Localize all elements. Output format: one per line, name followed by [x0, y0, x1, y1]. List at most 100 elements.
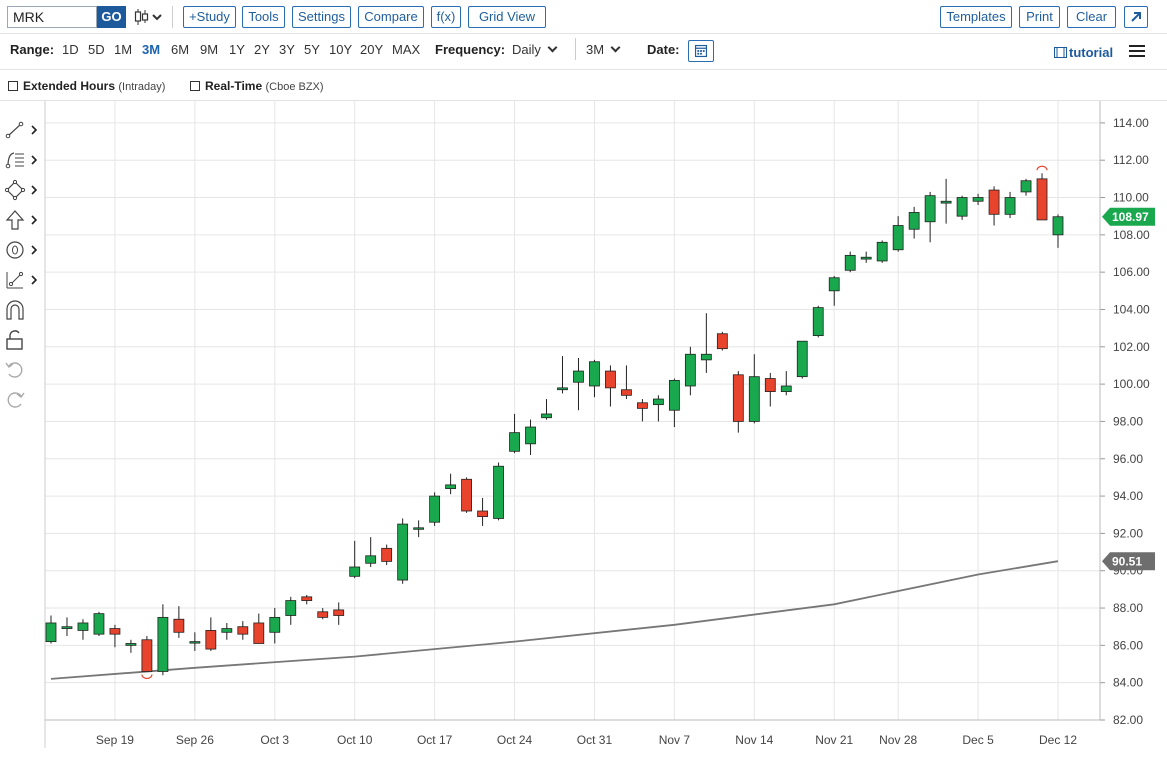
ma-badge-shape [1102, 552, 1155, 571]
candle [621, 365, 632, 400]
candle-body-up [365, 555, 377, 564]
range-bar: Range: 1D 5D 1M 3M 6M 9M 1Y 2Y 3Y 5Y 10Y… [0, 34, 1167, 70]
range-1d[interactable]: 1D [62, 42, 79, 57]
candle-body-up [940, 200, 952, 204]
candle-body-up [860, 256, 872, 260]
expand-arrow-icon [1131, 12, 1141, 22]
magnet-icon[interactable] [4, 299, 40, 321]
templates-button[interactable]: Templates [940, 6, 1012, 28]
clear-button[interactable]: Clear [1067, 6, 1116, 28]
hamburger-menu-icon[interactable] [1129, 44, 1145, 58]
candle-body-down [333, 609, 345, 616]
frequency-dropdown[interactable]: Daily [512, 42, 558, 57]
annotation-tool-icon[interactable] [4, 239, 40, 261]
range-5d[interactable]: 5D [88, 42, 105, 57]
extended-hours-checkbox[interactable]: Extended Hours (Intraday) [8, 79, 165, 93]
candle [93, 611, 105, 637]
main-toolbar: GO +Study Tools Settings Compare f(x) Gr… [0, 0, 1167, 34]
x-tick-label: Sep 19 [96, 733, 134, 747]
candle-body-down [237, 626, 249, 635]
tools-button[interactable]: Tools [242, 6, 285, 28]
range-6m[interactable]: 6M [171, 42, 190, 57]
range-2y[interactable]: 2Y [254, 42, 270, 57]
candle-body-up [844, 254, 856, 271]
redo-icon[interactable] [4, 389, 40, 411]
range-3m[interactable]: 3M [142, 42, 161, 57]
candle [141, 636, 153, 680]
candle-body-down [716, 333, 728, 350]
range-20y[interactable]: 20Y [360, 42, 384, 57]
price-chart[interactable]: 82.0084.0086.0088.0090.0092.0094.0096.00… [0, 101, 1167, 778]
fx-button[interactable]: f(x) [431, 6, 461, 28]
y-tick-label: 94.00 [1113, 489, 1143, 503]
candle-body-up [125, 643, 137, 646]
undo-icon[interactable] [4, 359, 40, 381]
candle [317, 608, 329, 620]
line-tool-icon[interactable] [4, 119, 40, 141]
lock-icon[interactable] [4, 329, 40, 351]
candle-body-up [269, 616, 281, 633]
compare-button[interactable]: Compare [358, 6, 424, 28]
print-button[interactable]: Print [1019, 6, 1060, 28]
grid-view-button[interactable]: Grid View [468, 6, 546, 28]
range-1m[interactable]: 1M [114, 42, 133, 57]
realtime-label: Real-Time [205, 79, 263, 93]
range-1y[interactable]: 1Y [229, 42, 245, 57]
range-max[interactable]: MAX [392, 42, 421, 57]
candle [573, 357, 584, 411]
options-bar: Extended Hours (Intraday) Real-Time (Cbo… [0, 70, 1167, 101]
go-button[interactable]: GO [97, 6, 126, 28]
low-marker [141, 674, 153, 680]
extended-hours-label: Extended Hours [23, 79, 116, 93]
extended-hours-sub: (Intraday) [118, 81, 166, 93]
y-tick-label: 98.00 [1113, 414, 1143, 428]
candle [796, 340, 808, 379]
calendar-icon[interactable] [688, 40, 714, 62]
candlestick-type-icon[interactable] [134, 8, 164, 26]
candle-body-up [509, 432, 520, 452]
candle-body-up [780, 385, 792, 392]
candle-body-up [876, 241, 888, 262]
tutorial-link[interactable]: tutorial [1054, 45, 1113, 60]
candle [732, 371, 744, 433]
candle-body-down [764, 378, 776, 392]
fibonacci-tool-icon[interactable] [4, 149, 40, 171]
candle [1052, 214, 1064, 248]
candle [828, 275, 840, 306]
range-5y[interactable]: 5Y [304, 42, 320, 57]
arrow-tool-icon[interactable] [4, 209, 40, 231]
candle [1020, 178, 1032, 196]
range-9m[interactable]: 9M [200, 42, 219, 57]
settings-button[interactable]: Settings [292, 6, 351, 28]
candle [541, 399, 552, 420]
candle [988, 186, 1000, 226]
y-tick-label: 100.00 [1113, 377, 1150, 391]
expand-button[interactable] [1124, 6, 1148, 28]
period-dropdown[interactable]: 3M [586, 42, 621, 57]
shape-tool-icon[interactable] [4, 179, 40, 201]
candle-body-up [1004, 197, 1016, 215]
x-tick-label: Sep 26 [176, 733, 214, 747]
study-button[interactable]: +Study [183, 6, 236, 28]
candle-body-down [621, 389, 632, 396]
x-tick-label: Oct 24 [497, 733, 533, 747]
range-3y[interactable]: 3Y [279, 42, 295, 57]
last-price-badge-label: 108.97 [1112, 210, 1149, 224]
candle-body-down [141, 639, 153, 672]
x-tick-label: Oct 10 [337, 733, 373, 747]
candle [589, 359, 600, 398]
candle [269, 608, 281, 644]
candle-body-up [413, 527, 425, 530]
symbol-input[interactable] [7, 6, 97, 28]
realtime-checkbox[interactable]: Real-Time (Cboe BZX) [190, 79, 324, 93]
x-tick-label: Dec 12 [1039, 733, 1077, 747]
candle-body-up [429, 495, 441, 523]
candle-body-down [988, 189, 1000, 215]
measure-tool-icon[interactable] [4, 269, 40, 291]
candle [764, 372, 776, 407]
candle [77, 619, 89, 640]
candle-body-up [189, 641, 201, 644]
range-10y[interactable]: 10Y [329, 42, 353, 57]
candle [397, 518, 409, 584]
period-value: 3M [586, 42, 605, 57]
